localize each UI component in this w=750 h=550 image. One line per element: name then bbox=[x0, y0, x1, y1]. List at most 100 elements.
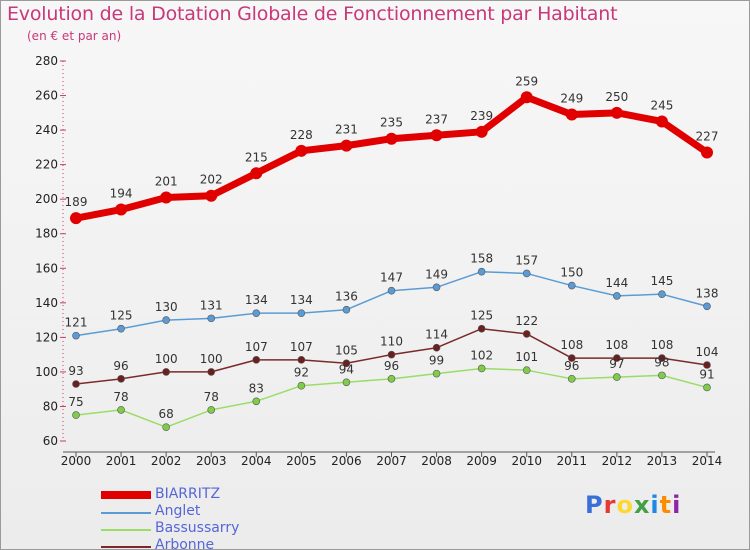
data-label: 134 bbox=[245, 293, 268, 307]
data-point bbox=[160, 191, 173, 204]
chart-subtitle: (en € et par an) bbox=[27, 29, 122, 43]
logo-letter: t bbox=[659, 491, 673, 519]
x-tick-label: 2010 bbox=[511, 454, 542, 468]
data-label: 125 bbox=[110, 309, 133, 323]
x-tick-label: 2001 bbox=[106, 454, 137, 468]
legend-swatch bbox=[101, 512, 151, 514]
data-label: 108 bbox=[650, 338, 673, 352]
data-point bbox=[387, 286, 396, 295]
x-tick-label: 2005 bbox=[286, 454, 317, 468]
data-point bbox=[340, 139, 353, 152]
series-layer bbox=[70, 91, 713, 431]
data-point bbox=[72, 380, 80, 388]
data-labels: 189 194 201 202 215 228 231 235 237 239 259 249 250 2… bbox=[65, 74, 719, 421]
data-point bbox=[162, 316, 170, 324]
data-label: 250 bbox=[605, 90, 628, 104]
data-label: 96 bbox=[113, 359, 128, 373]
data-point bbox=[477, 267, 486, 276]
data-point bbox=[477, 324, 486, 333]
x-tick-label: 2013 bbox=[647, 454, 678, 468]
data-point bbox=[658, 354, 666, 362]
y-tick-label: 280 bbox=[35, 54, 58, 68]
data-point bbox=[520, 91, 533, 104]
data-point bbox=[385, 132, 398, 145]
data-point bbox=[613, 354, 621, 362]
legend-label: Anglet bbox=[155, 503, 201, 519]
data-label: 150 bbox=[560, 266, 583, 280]
logo-letter: i bbox=[672, 491, 682, 519]
data-label: 83 bbox=[249, 381, 264, 395]
data-label: 75 bbox=[68, 395, 83, 409]
data-label: 78 bbox=[113, 390, 128, 404]
x-tick-label: 2011 bbox=[557, 454, 588, 468]
data-label: 189 bbox=[65, 195, 88, 209]
data-label: 99 bbox=[429, 354, 444, 368]
data-label: 138 bbox=[696, 286, 719, 300]
data-label: 108 bbox=[560, 338, 583, 352]
data-label: 158 bbox=[470, 252, 493, 266]
data-label: 110 bbox=[380, 335, 403, 349]
x-tick-label: 2007 bbox=[376, 454, 407, 468]
data-point bbox=[567, 281, 576, 290]
data-label: 93 bbox=[68, 364, 83, 378]
data-point bbox=[117, 375, 125, 383]
data-label: 245 bbox=[650, 98, 673, 112]
data-point bbox=[565, 108, 578, 121]
data-point bbox=[252, 309, 261, 317]
data-label: 202 bbox=[200, 173, 223, 187]
y-tick-label: 240 bbox=[35, 123, 58, 137]
x-tick-label: 2004 bbox=[241, 454, 272, 468]
legend-swatch bbox=[101, 529, 151, 531]
x-tick-label: 2008 bbox=[421, 454, 452, 468]
logo-letter: x bbox=[633, 491, 651, 519]
data-point bbox=[162, 368, 170, 376]
y-tick-label: 80 bbox=[43, 399, 58, 413]
data-label: 101 bbox=[515, 350, 538, 364]
data-point bbox=[610, 106, 623, 119]
data-point bbox=[252, 356, 261, 364]
data-point bbox=[72, 411, 80, 419]
y-tick-label: 120 bbox=[35, 330, 58, 344]
y-tick-label: 160 bbox=[35, 261, 58, 275]
data-point bbox=[432, 283, 441, 292]
data-point bbox=[387, 375, 396, 383]
data-label: 134 bbox=[290, 293, 313, 307]
data-label: 98 bbox=[654, 355, 669, 369]
data-label: 97 bbox=[609, 357, 624, 371]
y-tick-label: 220 bbox=[35, 158, 58, 172]
data-label: 100 bbox=[155, 352, 178, 366]
y-tick-label: 180 bbox=[35, 227, 58, 241]
y-tick-label: 260 bbox=[35, 89, 58, 103]
x-tick-label: 2003 bbox=[196, 454, 227, 468]
data-point bbox=[613, 292, 621, 300]
data-label: 68 bbox=[159, 407, 174, 421]
data-point bbox=[297, 356, 306, 364]
data-point bbox=[117, 324, 125, 333]
x-tick-label: 2002 bbox=[151, 454, 182, 468]
data-point bbox=[522, 330, 531, 338]
proxiti-logo: Proxiti bbox=[585, 491, 681, 519]
data-point bbox=[567, 375, 576, 383]
data-label: 147 bbox=[380, 271, 403, 285]
y-tick-label: 200 bbox=[35, 192, 58, 206]
data-point bbox=[295, 144, 308, 157]
data-label: 107 bbox=[290, 340, 313, 354]
data-label: 228 bbox=[290, 128, 313, 142]
y-tick-label: 140 bbox=[35, 296, 58, 310]
data-label: 259 bbox=[515, 74, 538, 88]
logo-letter: o bbox=[616, 491, 634, 519]
data-point bbox=[658, 290, 666, 298]
data-point bbox=[70, 212, 82, 225]
series-anglet bbox=[72, 267, 711, 340]
data-point bbox=[522, 366, 531, 374]
x-tick-label: 2014 bbox=[692, 454, 723, 468]
logo-letter: r bbox=[603, 491, 617, 519]
data-label: 94 bbox=[339, 362, 354, 376]
data-point bbox=[252, 397, 261, 406]
logo-letter: P bbox=[585, 491, 604, 519]
data-point bbox=[115, 203, 128, 216]
data-label: 102 bbox=[470, 348, 493, 362]
data-point bbox=[207, 314, 216, 323]
x-tick-label: 2009 bbox=[466, 454, 497, 468]
chart-axes: 60 80 100 120 140 160 180 200 220 240 260 280 2000 20… bbox=[35, 54, 722, 468]
